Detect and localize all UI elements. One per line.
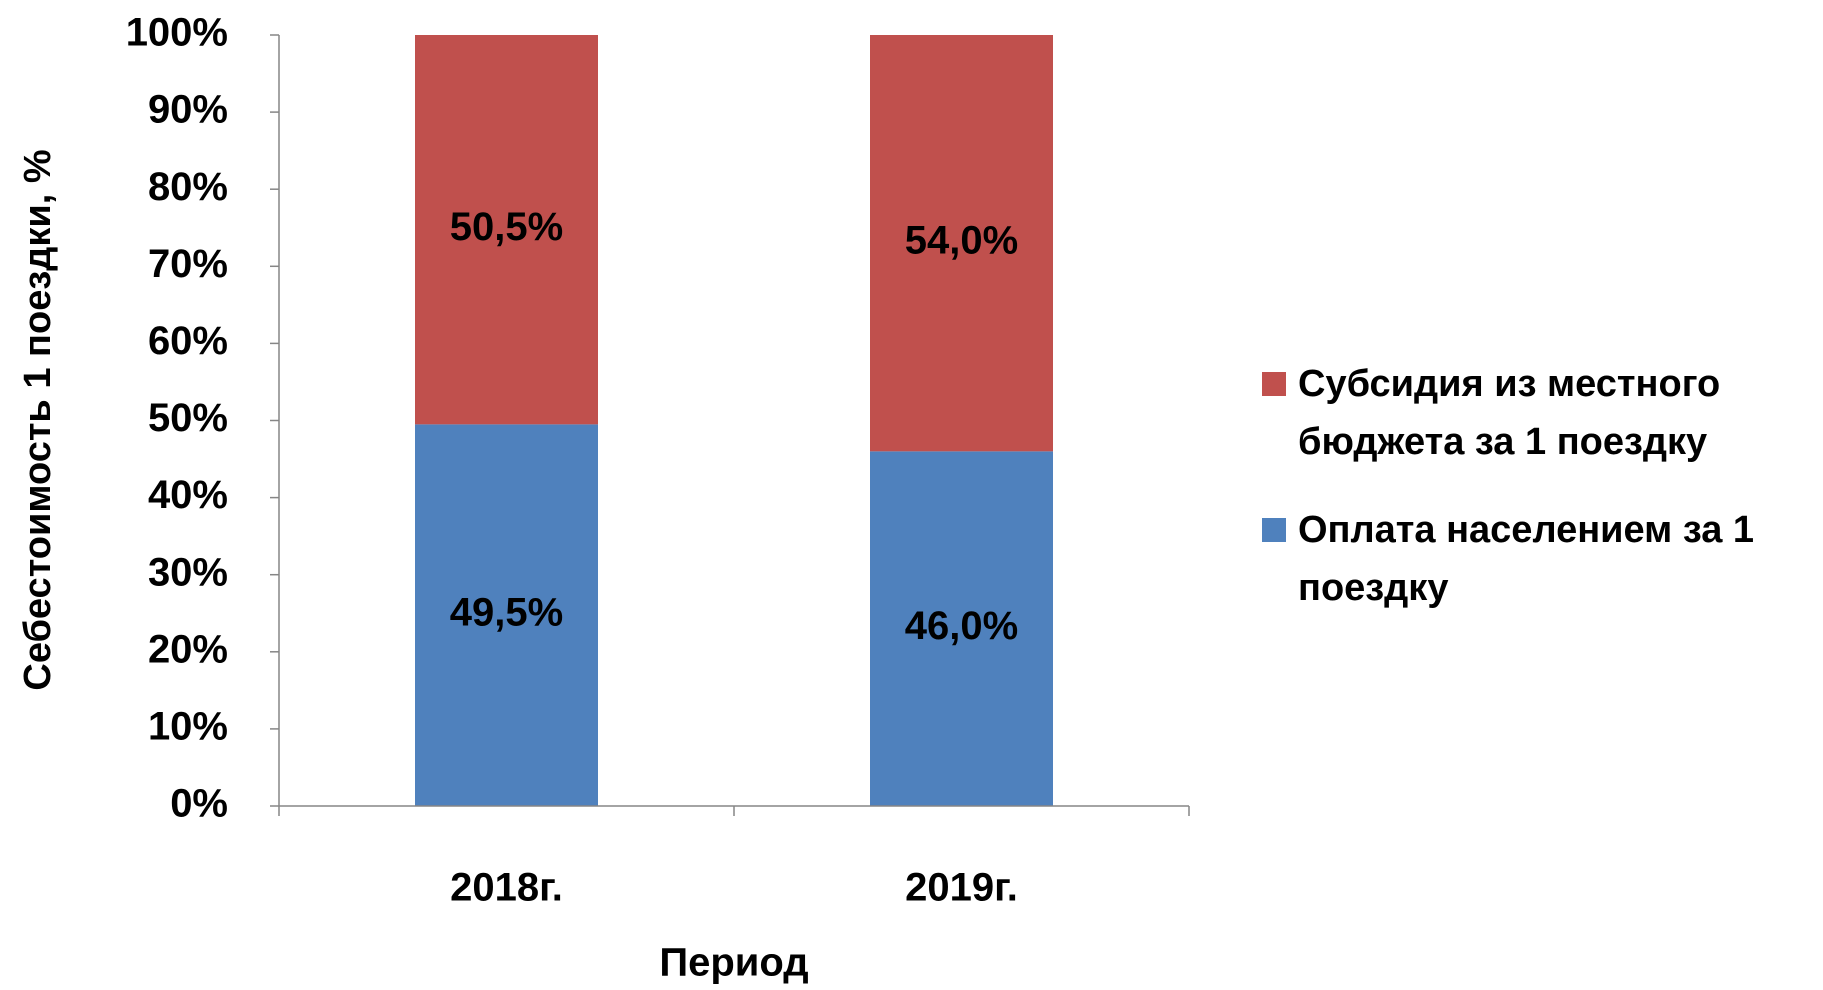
- legend-label: Оплата населением за 1 поездку: [1298, 509, 1755, 609]
- data-label: 46,0%: [905, 604, 1018, 648]
- legend-entry: Оплата населением за 1 поездку: [1262, 501, 1802, 617]
- bar-segment: [415, 424, 598, 806]
- y-tick-label: 70%: [148, 242, 228, 286]
- legend-swatch: [1262, 518, 1286, 542]
- data-label: 49,5%: [450, 591, 563, 635]
- x-tick-label: 2019г.: [905, 866, 1018, 910]
- y-tick-label: 100%: [126, 11, 228, 55]
- y-tick-label: 0%: [170, 782, 228, 826]
- data-label: 54,0%: [905, 219, 1018, 263]
- y-tick-label: 80%: [148, 165, 228, 209]
- bar-segment: [870, 451, 1053, 806]
- y-tick-label: 30%: [148, 550, 228, 594]
- y-tick-label: 20%: [148, 627, 228, 671]
- data-label: 50,5%: [450, 205, 563, 249]
- y-tick-label: 10%: [148, 704, 228, 748]
- y-tick-label: 40%: [148, 473, 228, 517]
- y-tick-label: 50%: [148, 396, 228, 440]
- y-tick-label: 60%: [148, 319, 228, 363]
- y-tick-label: 90%: [148, 88, 228, 132]
- legend-entry: Субсидия из местного бюджета за 1 поездк…: [1262, 355, 1802, 471]
- bar-segment: [415, 35, 598, 425]
- x-axis-title: Период: [659, 941, 808, 985]
- legend: Субсидия из местного бюджета за 1 поездк…: [1262, 355, 1802, 647]
- bar-segment: [870, 35, 1053, 452]
- legend-swatch: [1262, 372, 1286, 396]
- legend-label: Субсидия из местного бюджета за 1 поездк…: [1298, 363, 1721, 463]
- x-tick-label: 2018г.: [450, 866, 563, 910]
- y-axis-title: Себестоимость 1 поездки, %: [17, 149, 59, 690]
